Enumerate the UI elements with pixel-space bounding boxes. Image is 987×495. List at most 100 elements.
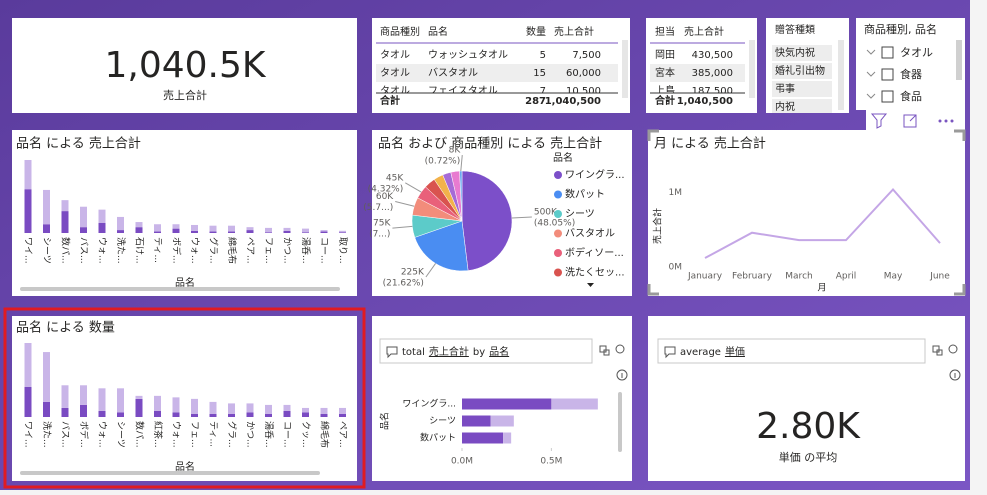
x-tick-label: May [884,272,903,282]
bar [551,398,598,410]
bar [191,413,198,417]
bar [265,404,272,414]
chart-title: 品名 および 商品種別 による 売上合計 [378,136,602,152]
qa-word: average [680,347,721,358]
data-label: (7...) [369,230,390,240]
filter-icon[interactable] [870,113,888,129]
chart-tile[interactable] [12,316,357,481]
bar [265,227,272,233]
x-tick-label: グラ... [208,237,220,264]
more-icon[interactable] [938,119,942,123]
slicer-item-bg [772,63,832,79]
x-tick-label: 湯呑... [263,421,274,448]
bar [302,412,309,417]
checkbox [881,90,894,103]
focus-icon[interactable] [903,114,917,128]
more-icon [950,119,954,123]
qa-word: total [402,347,425,358]
chevron [866,71,876,77]
bar [320,231,328,233]
slicer-item-bg [772,99,832,113]
data-label: (5.7...) [363,203,393,213]
table-header: 数量 [526,25,546,38]
bar [283,227,291,231]
bar [191,230,198,233]
data-label: 60K [376,192,394,202]
x-axis-title: 月 [817,283,826,294]
slicer-item-bg [772,45,832,61]
legend-swatch [554,268,562,277]
table-cell: 60,000 [566,68,601,79]
table-cell: タオル [380,85,410,97]
bar [209,231,217,233]
x-tick-label: コー... [319,237,329,264]
bar [265,413,272,417]
chart-tile[interactable] [648,130,965,296]
bar [209,225,217,232]
bar [302,407,309,413]
data-label: 8K [449,146,462,156]
table-cell: ウォッシュタオル [428,49,508,61]
qa-boxes [379,338,961,381]
y-tick-label: 0M [669,263,683,273]
legend-swatch [554,210,562,218]
x-axis-title: 品名 [175,460,195,473]
row-band [376,64,618,82]
table-cell: 7 [540,86,546,97]
bar [117,230,124,233]
leader-line [460,154,463,172]
x-tick-label: 0.5M [540,457,562,467]
data-label: 225K [401,268,425,278]
margin [0,490,987,495]
slicer-item: 食器 [900,67,922,81]
x-tick-label: 取り... [337,237,348,264]
bar [61,385,69,408]
x-tick-label: バス... [60,421,71,448]
x-tick-label: ウォ... [97,237,108,264]
bar [228,225,235,232]
x-tick-label: コー... [282,421,292,448]
leader-line [405,182,422,193]
table-cell: フェイスタオル [428,85,498,97]
x-tick-label: 数パ... [60,237,72,264]
y-axis-title: 品名 [379,412,391,430]
table-cell: タオル [380,49,410,61]
margin [970,0,987,495]
table-cell: 岡田 [655,49,675,61]
selection-border [3,307,366,489]
bar [302,232,309,233]
bar [320,413,328,417]
data-label: (48.05%) [534,218,575,228]
table-header: 売上合計 [684,25,724,38]
table-cell: 385,000 [692,68,733,79]
bar [154,410,161,417]
y-tick-label: シーツ [429,417,456,427]
bar [61,211,69,233]
bar [98,222,106,233]
bar [117,216,124,231]
slicer-item: 快気内祝 [775,46,815,59]
bar [228,413,235,417]
bar [117,412,124,417]
chart-tile[interactable] [12,130,357,296]
y-tick-label: 1M [669,188,683,198]
more-icon [944,119,948,123]
legend-swatch [554,249,562,257]
bar [339,230,346,233]
x-tick-label: バス... [78,237,89,264]
x-tick-label: January [687,272,723,282]
table-cell: 宮本 [655,66,675,79]
x-tick-label: ティ... [152,237,163,263]
legend-label: 数パット [565,188,605,201]
legend-title: 品名 [553,151,573,164]
qa-word: by [473,347,485,358]
x-tick-label: フェ... [263,237,273,264]
data-label: 500K [534,207,558,217]
table-cell: 10,500 [566,86,601,97]
data-label: 45K [386,173,404,183]
card-tile[interactable] [12,18,357,113]
bar [246,230,254,233]
bar [283,404,291,411]
